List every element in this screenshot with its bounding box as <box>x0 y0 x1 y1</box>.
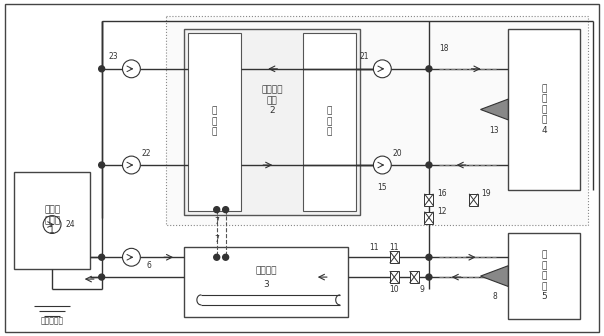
Bar <box>425 212 434 223</box>
Text: 23: 23 <box>109 52 118 61</box>
Bar <box>184 247 348 317</box>
Text: 3: 3 <box>263 280 269 289</box>
Text: 13: 13 <box>490 126 500 135</box>
Text: 6: 6 <box>147 261 152 270</box>
Text: 24: 24 <box>65 220 75 229</box>
Text: 22: 22 <box>141 149 151 158</box>
Text: 空
调
机
组
5: 空 调 机 组 5 <box>541 251 547 301</box>
Text: 11: 11 <box>370 243 379 252</box>
Text: 21: 21 <box>360 52 369 61</box>
Text: 19: 19 <box>481 189 491 198</box>
Bar <box>188 33 240 211</box>
Bar <box>390 271 399 283</box>
Bar <box>469 194 478 206</box>
Bar <box>410 271 419 283</box>
Text: 蒸
发
器: 蒸 发 器 <box>326 107 332 136</box>
Text: 11: 11 <box>390 243 399 252</box>
Circle shape <box>123 60 140 78</box>
Circle shape <box>123 156 140 174</box>
Text: 主换热器: 主换热器 <box>255 267 277 276</box>
Bar <box>303 33 356 211</box>
Circle shape <box>426 274 432 280</box>
Circle shape <box>98 254 104 260</box>
Text: 冷
凝
器: 冷 凝 器 <box>211 107 216 136</box>
Bar <box>509 29 580 190</box>
Circle shape <box>214 254 220 260</box>
Text: 12: 12 <box>437 207 446 216</box>
Text: 9: 9 <box>420 286 425 294</box>
Text: 水源热泵
机组
2: 水源热泵 机组 2 <box>262 86 283 116</box>
Circle shape <box>426 254 432 260</box>
Bar <box>509 234 580 319</box>
Text: 10: 10 <box>390 286 399 294</box>
Bar <box>425 194 434 206</box>
Text: 新
风
机
组
4: 新 风 机 组 4 <box>541 84 547 135</box>
Circle shape <box>426 162 432 168</box>
Bar <box>184 29 359 215</box>
Text: 源水取
水机组
1: 源水取 水机组 1 <box>44 206 60 236</box>
Bar <box>14 172 90 269</box>
Polygon shape <box>481 266 509 287</box>
Circle shape <box>98 162 104 168</box>
Text: 7: 7 <box>214 217 219 226</box>
Circle shape <box>373 156 391 174</box>
Circle shape <box>214 207 220 213</box>
Circle shape <box>373 60 391 78</box>
Circle shape <box>43 216 61 234</box>
Text: 18: 18 <box>439 44 449 53</box>
Polygon shape <box>481 99 509 120</box>
Text: 源水储水处: 源水储水处 <box>40 316 63 325</box>
Bar <box>390 251 399 263</box>
Circle shape <box>123 248 140 266</box>
Circle shape <box>98 66 104 72</box>
Text: 16: 16 <box>437 189 446 198</box>
Text: 20: 20 <box>393 149 402 158</box>
Circle shape <box>98 274 104 280</box>
Text: 7: 7 <box>214 235 219 244</box>
Circle shape <box>426 66 432 72</box>
Bar <box>166 16 588 224</box>
Text: 15: 15 <box>378 183 387 192</box>
Text: 8: 8 <box>492 292 496 301</box>
Circle shape <box>223 207 228 213</box>
Circle shape <box>223 254 228 260</box>
